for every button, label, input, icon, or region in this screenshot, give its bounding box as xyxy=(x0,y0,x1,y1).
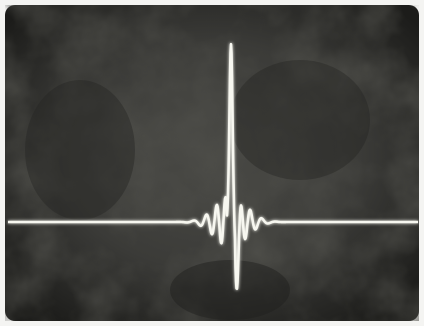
screen-shadow xyxy=(25,80,135,220)
waveform-trace xyxy=(7,42,419,290)
screen-texture xyxy=(5,5,419,321)
screen-shadow xyxy=(230,60,370,180)
screen-shadow xyxy=(170,260,290,320)
